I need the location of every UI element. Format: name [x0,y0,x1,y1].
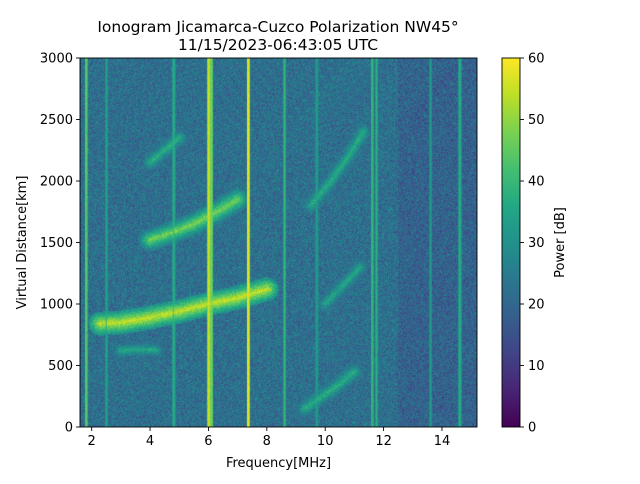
x-axis: 2 4 6 8 10 12 14 [88,427,451,449]
chart-subtitle: 11/15/2023-06:43:05 UTC [178,36,378,54]
x-tick-label: 10 [317,434,334,449]
colorbar-tick-label: 60 [528,52,545,67]
colorbar-tick-label: 40 [528,175,545,190]
y-axis-label: Virtual Distance[km] [15,176,30,310]
x-tick-label: 6 [204,434,212,449]
colorbar [501,57,521,428]
y-tick-label: 2000 [40,175,73,190]
colorbar-axis: 0 10 20 30 40 50 60 [520,52,545,436]
x-tick-label: 4 [146,434,154,449]
y-tick-label: 2500 [40,113,73,128]
x-tick-label: 2 [88,434,96,449]
x-axis-label: Frequency[MHz] [226,456,331,471]
power-heatmap [80,58,477,427]
colorbar-tick-label: 20 [528,298,545,313]
interference-lines [85,58,461,427]
y-axis: 0 500 1000 1500 2000 2500 3000 [40,52,80,436]
colorbar-label: Power [dB] [553,207,568,278]
colorbar-tick-label: 10 [528,359,545,374]
x-tick-label: 8 [263,434,271,449]
y-tick-label: 1500 [40,236,73,251]
y-tick-label: 3000 [40,52,73,67]
y-tick-label: 500 [48,359,73,374]
y-tick-label: 0 [65,421,73,436]
chart-title: Ionogram Jicamarca-Cuzco Polarization NW… [97,18,458,36]
colorbar-tick-label: 50 [528,113,545,128]
x-tick-label: 12 [375,434,392,449]
colorbar-tick-label: 0 [528,421,536,436]
x-tick-label: 14 [434,434,451,449]
colorbar-tick-label: 30 [528,236,545,251]
y-tick-label: 1000 [40,298,73,313]
